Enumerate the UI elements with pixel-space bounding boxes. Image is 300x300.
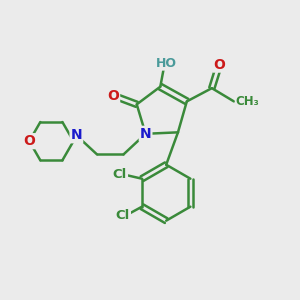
Text: N: N — [140, 127, 152, 141]
Text: HO: HO — [156, 57, 177, 70]
Text: O: O — [23, 134, 35, 148]
Text: O: O — [213, 58, 225, 72]
Text: CH₃: CH₃ — [236, 95, 259, 108]
Text: N: N — [70, 128, 82, 142]
Text: Cl: Cl — [113, 168, 127, 181]
Text: Cl: Cl — [116, 209, 130, 222]
Text: O: O — [107, 88, 119, 103]
